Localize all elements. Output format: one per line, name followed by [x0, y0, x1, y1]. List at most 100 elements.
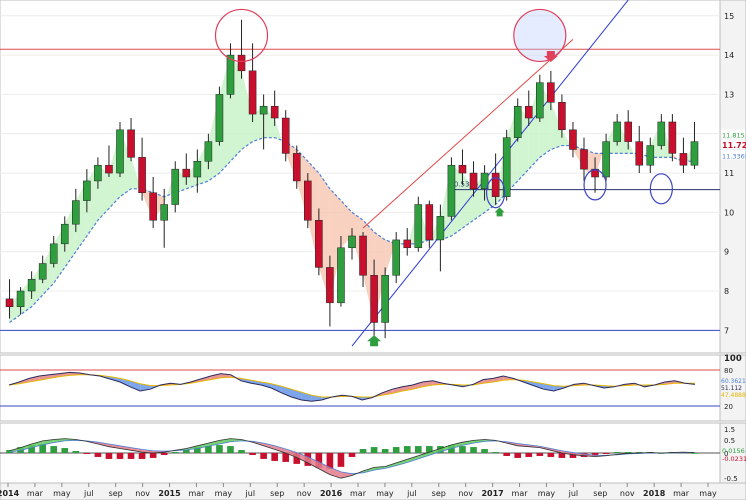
candle-body [513, 105, 522, 138]
macd-histogram-bar [492, 452, 499, 453]
macd-histogram-bar [558, 453, 566, 458]
time-axis-label: mar [673, 489, 690, 498]
time-axis-label: jul [406, 489, 417, 498]
time-axis-label: sep [109, 489, 123, 498]
top-circle-1 [214, 8, 269, 63]
macd-fill-segment [285, 448, 297, 458]
macd-histogram-bar [337, 453, 345, 467]
time-axis-label: sep [432, 489, 446, 498]
macd-histogram-bar [194, 447, 201, 453]
candle-body [116, 129, 124, 174]
time-axis-label: nov [135, 489, 150, 498]
candle-body [591, 168, 599, 178]
top-circle-2 [513, 8, 567, 63]
macd-histogram-bar [591, 453, 599, 456]
macd-histogram-bar [149, 453, 157, 458]
ma-fill-segment [628, 141, 640, 166]
macd-tick-label: 0 [724, 450, 728, 458]
macd-histogram-bar [414, 446, 422, 453]
time-axis-label: sep [593, 489, 607, 498]
time-axis-label: may [376, 489, 394, 498]
time-axis-label: may [538, 489, 556, 498]
time-axis-label: jul [245, 489, 256, 498]
rsi-value-label: 60.3621 [721, 378, 746, 385]
candle-body [646, 145, 655, 166]
time-axis-label: mar [512, 489, 529, 498]
macd-histogram-bar [238, 450, 245, 453]
macd-tick-label: -0.5 [724, 475, 738, 483]
candle-body [425, 204, 434, 241]
candle-body [204, 141, 213, 162]
time-axis-label: may [53, 489, 71, 498]
macd-signal-line [9, 439, 695, 475]
ma-fill-segment [550, 102, 562, 150]
candle-body [436, 216, 445, 241]
rsi-value-label: 47.4888 [721, 392, 746, 399]
macd-histogram-bar [459, 446, 466, 453]
macd-fill-segment [296, 452, 308, 463]
channel-line [362, 39, 574, 229]
macd-fill-segment [31, 440, 43, 448]
macd-histogram-bar [370, 447, 378, 453]
rsi-tick-label: 20 [724, 403, 733, 411]
time-axis-label: nov [297, 489, 312, 498]
candle-body [38, 263, 47, 280]
time-axis-label: sep [270, 489, 284, 498]
candle-body [348, 235, 356, 249]
candle-body [679, 153, 688, 166]
candle-body [149, 192, 157, 221]
macd-histogram-bar [160, 453, 168, 455]
candle-body [635, 141, 644, 166]
macd-histogram-bar [282, 453, 290, 462]
buy-arrow-icon [494, 207, 505, 217]
rsi-axis-bg [719, 354, 746, 422]
candle-body [281, 117, 290, 154]
macd-histogram-bar [171, 452, 179, 453]
rsi-line [8, 371, 696, 402]
macd-histogram-bar [293, 453, 301, 464]
macd-histogram-bar [227, 446, 234, 453]
candle-body [657, 121, 666, 146]
candle-body [127, 129, 135, 158]
macd-fill-segment [108, 444, 120, 449]
support-mid-label: 10.5354 [449, 181, 478, 189]
candle-body [569, 129, 577, 150]
candle-body [270, 105, 279, 119]
candle-body [237, 54, 246, 72]
support-circle-2 [583, 169, 607, 201]
candle-body [5, 298, 14, 307]
candle-body [491, 172, 500, 197]
candle-body [315, 220, 323, 268]
macd-fill-segment [307, 457, 319, 469]
macd-value-label: -0.0231 [722, 455, 746, 463]
macd-fill-segment [120, 445, 132, 451]
candle-body [27, 278, 36, 292]
macd-histogram-bar [470, 447, 477, 453]
candle-body [337, 247, 345, 304]
macd-histogram-bar [547, 453, 555, 457]
price-tick-label: 9 [724, 248, 729, 257]
price-tick-label: 7 [724, 326, 729, 335]
candle-body [292, 153, 301, 182]
candle-body [613, 121, 621, 142]
candle-body [558, 102, 566, 131]
uptrend-line [351, 0, 629, 347]
macd-fill-segment [396, 459, 408, 466]
time-axis-label: 2016 [320, 489, 343, 498]
macd-histogram-bar [613, 452, 621, 453]
ma-fill-segment [385, 239, 397, 276]
macd-histogram-bar [503, 453, 510, 456]
macd-histogram-bar [602, 453, 610, 454]
ma-value-label: 11.3365 [722, 152, 746, 160]
rsi-fill-segment [553, 385, 564, 391]
macd-line [9, 438, 695, 479]
macd-fill-segment [20, 444, 32, 451]
time-axis-label: may [699, 489, 717, 498]
time-axis-label: nov [620, 489, 635, 498]
rsi-fill-segment [251, 380, 262, 385]
macd-histogram-bar [426, 446, 433, 453]
macd-fill-segment [97, 442, 109, 447]
candle-body [547, 82, 555, 103]
candle-body [624, 121, 632, 142]
